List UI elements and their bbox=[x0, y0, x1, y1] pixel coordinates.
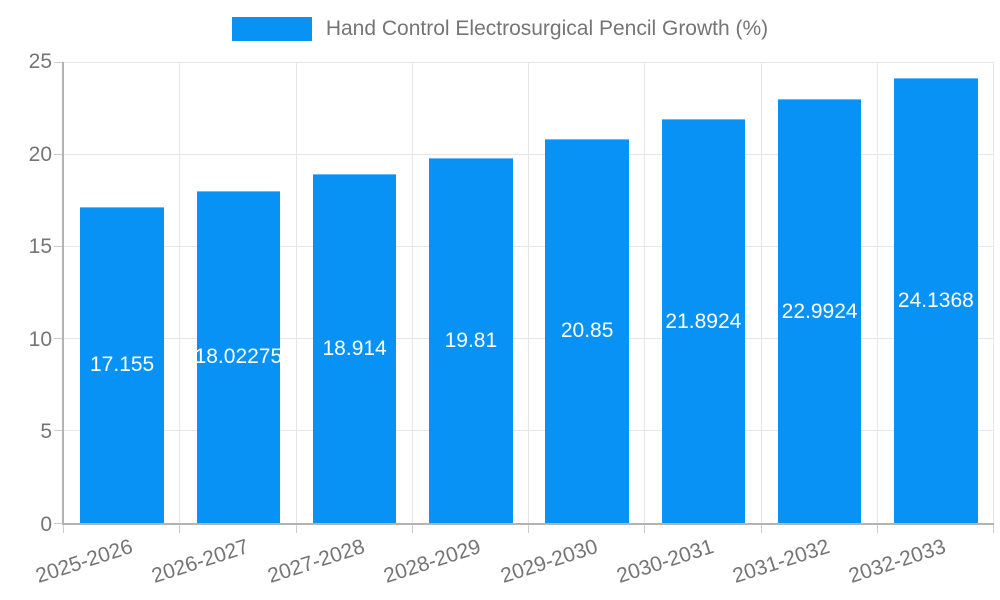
gridline-vertical bbox=[411, 62, 413, 523]
bar-value-label: 22.9924 bbox=[781, 299, 858, 323]
bar[interactable]: 20.85 bbox=[545, 138, 629, 523]
bar-value-label: 19.81 bbox=[444, 328, 498, 352]
gridline-vertical bbox=[760, 62, 762, 523]
y-tick-mark bbox=[54, 430, 62, 432]
gridline-vertical bbox=[644, 62, 646, 523]
gridline-vertical bbox=[993, 62, 994, 523]
bar-slot: 18.914 bbox=[297, 62, 413, 523]
gridline-vertical bbox=[179, 62, 181, 523]
bar-value-label: 21.8924 bbox=[665, 309, 742, 333]
bar-value-label: 24.1368 bbox=[897, 288, 974, 312]
bar-slot: 20.85 bbox=[529, 62, 645, 523]
x-axis-label: 2029-2030 bbox=[497, 535, 601, 588]
x-tick-mark bbox=[876, 525, 878, 533]
x-axis-label: 2031-2032 bbox=[730, 535, 833, 588]
bar-slot: 17.155 bbox=[64, 62, 180, 523]
y-tick-mark bbox=[54, 522, 62, 524]
y-axis: 0 5 10 15 20 25 bbox=[0, 50, 52, 536]
y-axis-tick-label: 25 bbox=[28, 50, 52, 73]
bar-slot: 21.8924 bbox=[645, 62, 761, 523]
gridline-horizontal bbox=[64, 430, 994, 432]
y-axis-tick-label: 20 bbox=[28, 142, 52, 166]
gridline-horizontal bbox=[64, 245, 994, 247]
y-tick-mark bbox=[54, 153, 62, 155]
y-axis-tick-label: 5 bbox=[40, 420, 52, 444]
gridline-vertical bbox=[528, 62, 529, 523]
y-axis-tick-label: 15 bbox=[28, 235, 52, 259]
y-tick-mark bbox=[54, 338, 62, 340]
gridline-vertical bbox=[295, 62, 297, 523]
x-axis-label: 2032-2033 bbox=[846, 535, 949, 588]
y-tick-mark bbox=[54, 245, 62, 247]
bar-value-label: 18.02275 bbox=[196, 345, 281, 369]
legend-swatch bbox=[231, 17, 312, 41]
x-tick-mark bbox=[63, 525, 64, 533]
bar-value-label: 17.155 bbox=[90, 353, 155, 377]
x-tick-mark bbox=[993, 525, 994, 533]
bar-slot: 19.81 bbox=[413, 62, 529, 523]
bar[interactable]: 18.914 bbox=[312, 174, 397, 523]
bar-value-label: 20.85 bbox=[560, 319, 614, 343]
bar-value-label: 18.914 bbox=[322, 337, 387, 361]
x-tick-mark bbox=[179, 525, 181, 533]
plot-area: 17.155 2025-2026 18.02275 2026-2027 18.914 20… bbox=[33, 61, 994, 588]
bar[interactable]: 19.81 bbox=[429, 157, 513, 523]
x-axis-label: 2030-2031 bbox=[613, 535, 717, 588]
x-axis-label: 2028-2029 bbox=[381, 535, 484, 588]
bar[interactable]: 21.8924 bbox=[661, 119, 746, 523]
y-tick-mark bbox=[54, 61, 62, 63]
y-axis-tick-label: 0 bbox=[40, 513, 52, 536]
x-tick-mark bbox=[760, 525, 762, 533]
bar-slot: 22.9924 bbox=[762, 62, 878, 523]
legend: Hand Control Electrosurgical Pencil Grow… bbox=[0, 17, 1000, 41]
y-axis-tick-label: 10 bbox=[28, 327, 52, 351]
bar-slot: 18.02275 bbox=[180, 62, 296, 523]
x-tick-mark bbox=[644, 525, 646, 533]
x-axis-label: 2026-2027 bbox=[148, 535, 252, 588]
x-tick-mark bbox=[411, 525, 413, 533]
bar[interactable]: 18.02275 bbox=[196, 190, 281, 523]
bar[interactable]: 24.1368 bbox=[894, 77, 978, 523]
x-axis-label: 2027-2028 bbox=[265, 535, 368, 588]
bar[interactable]: 22.9924 bbox=[777, 99, 862, 523]
bar[interactable]: 17.155 bbox=[80, 206, 164, 523]
legend-label: Hand Control Electrosurgical Pencil Grow… bbox=[325, 17, 769, 40]
gridline-horizontal bbox=[64, 61, 994, 63]
x-tick-mark bbox=[528, 525, 529, 533]
gridline-horizontal bbox=[64, 338, 994, 340]
x-tick-mark bbox=[295, 525, 297, 533]
gridline-horizontal bbox=[64, 153, 994, 155]
bar-slot: 24.1368 bbox=[878, 62, 994, 523]
gridline-vertical bbox=[876, 62, 878, 523]
x-axis-label: 2025-2026 bbox=[32, 535, 136, 588]
